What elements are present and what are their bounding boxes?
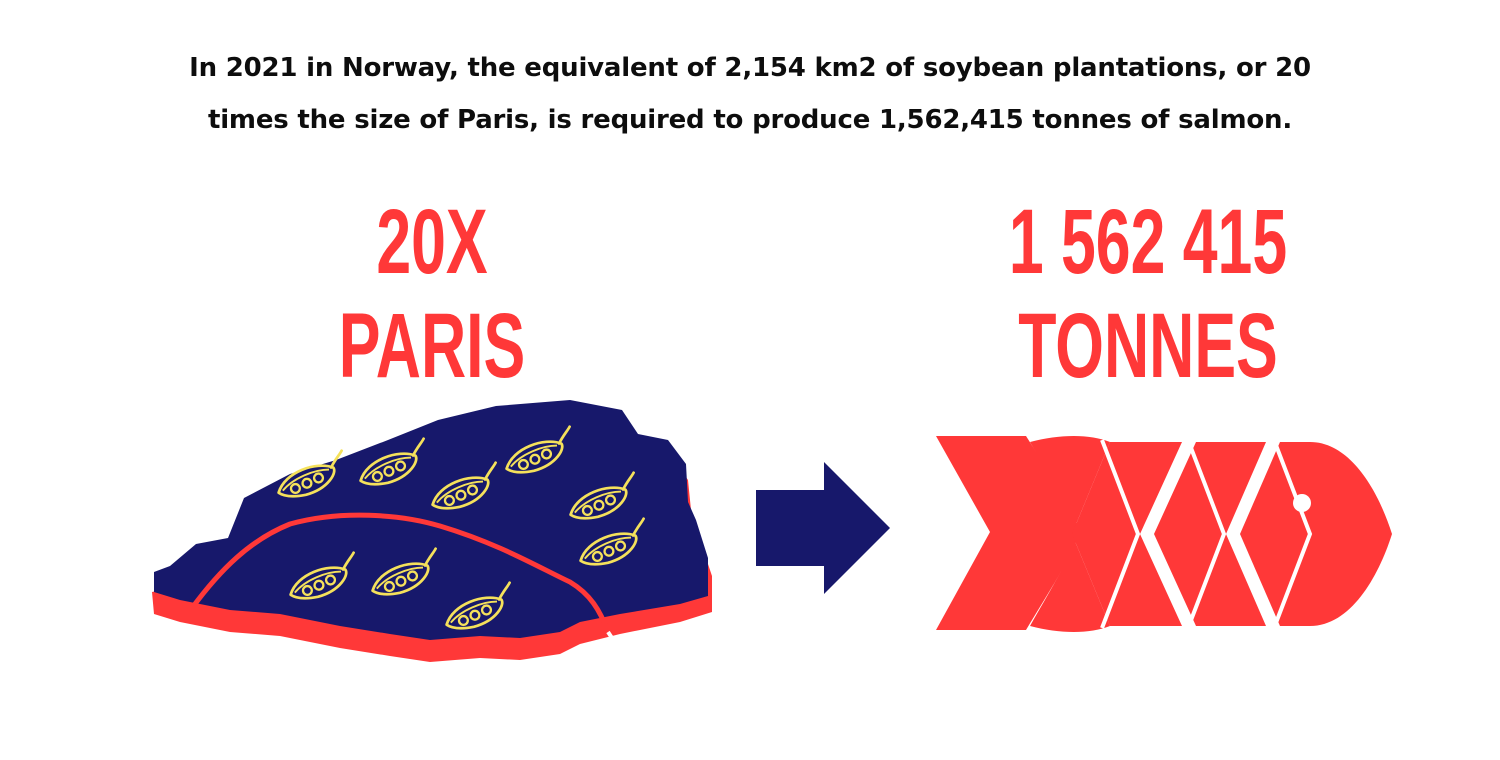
paris-multiplier: 20X	[376, 191, 488, 293]
tonnes-value: 1 562 415	[1008, 191, 1288, 293]
salmon-fillet-icon	[936, 436, 1392, 632]
headline-caption: In 2021 in Norway, the equivalent of 2,1…	[0, 42, 1500, 146]
paris-stat: 20X PARIS	[228, 190, 636, 398]
paris-label: PARIS	[338, 295, 526, 397]
caption-line-2: times the size of Paris, is required to …	[207, 105, 1292, 135]
map-body	[154, 400, 708, 640]
tonnes-label: TONNES	[1018, 295, 1278, 397]
arrow-right-icon	[756, 462, 890, 594]
paris-map-icon	[152, 400, 712, 662]
fish-eye	[1293, 494, 1311, 512]
tonnes-stat: 1 562 415 TONNES	[944, 190, 1352, 398]
seine-river	[189, 512, 611, 633]
caption-line-1: In 2021 in Norway, the equivalent of 2,1…	[189, 53, 1311, 83]
